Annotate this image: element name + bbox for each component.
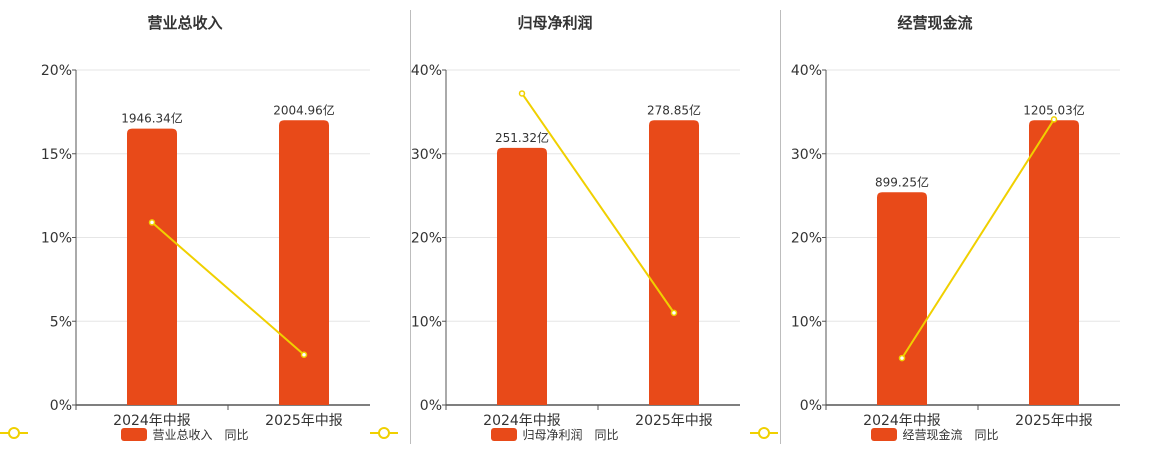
bar-value-label: 278.85亿	[647, 102, 701, 117]
legend-item-bar[interactable]: 营业总收入	[121, 426, 213, 443]
y-tick-label: 15%	[41, 147, 72, 163]
legend-yoy-label: 同比	[594, 428, 619, 442]
y-tick-label: 30%	[411, 147, 442, 163]
chart-panel-revenue: 营业总收入 0% 5% 10% 15% 20% 1946.34亿 2024年中报 2004.9…	[0, 0, 370, 450]
x-tick-label: 2025年中报	[1015, 413, 1093, 429]
bar	[877, 192, 927, 405]
x-tick-label: 2024年中报	[483, 413, 561, 429]
bar-value-label: 899.25亿	[875, 174, 929, 189]
y-tick-label: 10%	[411, 314, 442, 330]
chart-panel-cash-flow: 经营现金流 0% 10% 20% 30% 40% 899.25亿 2024年中报 1205.0…	[750, 0, 1120, 450]
bar-value-label: 2004.96亿	[273, 102, 335, 117]
legend-yoy-label: 同比	[974, 428, 999, 442]
legend-item-yoy[interactable]: 同比	[0, 426, 249, 443]
yoy-line	[521, 92, 675, 314]
y-tick-label: 0%	[800, 398, 822, 414]
yoy-point	[300, 351, 308, 358]
chart-legend: 营业总收入 同比	[0, 426, 370, 443]
legend-bar-swatch	[121, 428, 148, 441]
bar-value-label: 1946.34亿	[121, 111, 183, 126]
bar	[1029, 120, 1079, 405]
yoy-point	[148, 219, 156, 226]
legend-line-swatch	[370, 427, 398, 439]
y-tick-label: 10%	[41, 231, 72, 247]
legend-item-yoy[interactable]: 同比	[370, 426, 619, 443]
legend-bar-label: 归母净利润	[522, 428, 583, 442]
y-tick-label: 40%	[411, 63, 442, 79]
bar	[279, 120, 329, 405]
chart-legend: 归母净利润 同比	[370, 426, 740, 443]
x-tick-label: 2024年中报	[113, 413, 191, 429]
y-tick-label: 0%	[420, 398, 442, 414]
y-tick-label: 30%	[791, 147, 822, 163]
legend-item-bar[interactable]: 归母净利润	[491, 426, 583, 443]
bar-value-label: 251.32亿	[495, 130, 549, 145]
legend-yoy-label: 同比	[224, 428, 249, 442]
chart-svg: 0% 10% 20% 30% 40% 251.32亿 2024年中报 278.85亿 2025年…	[411, 63, 740, 429]
chart-legend: 经营现金流 同比	[750, 426, 1120, 443]
legend-item-yoy[interactable]: 同比	[750, 426, 999, 443]
legend-bar-label: 经营现金流	[902, 428, 963, 442]
yoy-point	[670, 309, 678, 317]
legend-item-bar[interactable]: 经营现金流	[871, 426, 963, 443]
yoy-line	[901, 118, 1055, 359]
y-tick-label: 20%	[411, 231, 442, 247]
legend-bar-swatch	[871, 428, 898, 441]
legend-bar-label: 营业总收入	[152, 428, 213, 442]
y-tick-label: 0%	[50, 398, 72, 414]
legend-bar-swatch	[491, 428, 518, 441]
bar	[649, 120, 699, 405]
chart-title: 营业总收入	[147, 14, 223, 32]
y-tick-label: 20%	[41, 63, 72, 79]
chart-title: 经营现金流	[897, 14, 973, 32]
bar-value-label: 1205.03亿	[1023, 102, 1085, 117]
panel-divider	[410, 10, 411, 444]
panel-divider	[780, 10, 781, 444]
yoy-point	[898, 354, 906, 362]
bar	[127, 128, 177, 405]
y-tick-label: 20%	[791, 231, 822, 247]
legend-line-swatch	[0, 427, 28, 439]
x-tick-label: 2025年中报	[635, 413, 713, 429]
chart-svg: 0% 5% 10% 15% 20% 1946.34亿 2024年中报 2004.96亿 2025…	[41, 63, 370, 429]
y-tick-label: 10%	[791, 314, 822, 330]
legend-line-swatch	[750, 427, 778, 439]
y-tick-label: 40%	[791, 63, 822, 79]
chart-panel-net-profit: 归母净利润 0% 10% 20% 30% 40% 251.32亿 2024年中报 278.85…	[370, 0, 740, 450]
yoy-point	[518, 90, 526, 97]
bar	[497, 147, 547, 405]
yoy-point	[1050, 116, 1058, 123]
x-tick-label: 2025年中报	[265, 413, 343, 429]
yoy-line	[151, 221, 305, 356]
chart-svg: 0% 10% 20% 30% 40% 899.25亿 2024年中报 1205.03亿 2025…	[791, 63, 1120, 429]
chart-title: 归母净利润	[517, 14, 593, 32]
y-tick-label: 5%	[50, 314, 72, 330]
x-tick-label: 2024年中报	[863, 413, 941, 429]
